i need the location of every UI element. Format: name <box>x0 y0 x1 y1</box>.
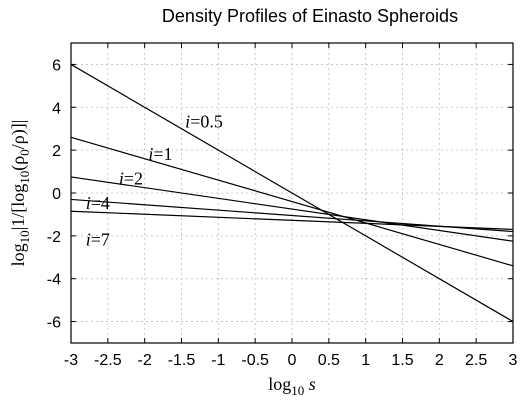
series-label-value: =7 <box>91 230 110 250</box>
x-tick-label: -2 <box>138 352 152 369</box>
x-axis-label-main: log <box>268 374 291 394</box>
x-axis-label: log10 s <box>268 374 316 398</box>
series-label-value: =4 <box>91 193 110 213</box>
x-tick-label: 2 <box>435 352 444 369</box>
x-tick-label: 0.5 <box>318 352 340 369</box>
y-tick-label: -4 <box>47 272 61 289</box>
series-line-i=7 <box>70 210 514 231</box>
x-tick-label: 2.5 <box>465 352 487 369</box>
series-label-i=7: i=7 <box>86 230 110 250</box>
chart-title: Density Profiles of Einasto Spheroids <box>162 6 458 26</box>
series-label-i=2: i=2 <box>119 168 143 188</box>
y-axis-label-part2: |1/[log <box>8 184 28 231</box>
x-tick-label: 1.5 <box>391 352 413 369</box>
x-tick-label: -2.5 <box>94 352 122 369</box>
x-tick-label: -1.5 <box>168 352 196 369</box>
y-axis-label-part4: /ρ)]| <box>8 120 29 150</box>
series-label-i=1: i=1 <box>148 144 172 164</box>
series-label-i=4: i=4 <box>86 193 110 213</box>
y-axis-label-sub2: 10 <box>17 171 32 184</box>
series-label-var: i <box>148 144 153 164</box>
y-axis-label-part1: log <box>8 243 28 266</box>
y-tick-label: 2 <box>52 143 61 160</box>
x-tick-label: -1 <box>211 352 225 369</box>
y-axis-label-part3: (ρ <box>8 156 29 171</box>
series-label-i=0.5: i=0.5 <box>185 112 223 132</box>
y-axis-label: log10|1/[log10(ρ0/ρ)]| <box>8 120 32 267</box>
x-tick-label: 1 <box>361 352 370 369</box>
x-tick-label: 3 <box>509 352 518 369</box>
y-tick-label: 0 <box>52 186 61 203</box>
series-label-var: i <box>86 193 91 213</box>
y-tick-label: -6 <box>47 315 61 332</box>
y-tick-label: 4 <box>52 100 61 117</box>
series-label-var: i <box>185 112 190 132</box>
series-label-value: =2 <box>124 168 143 188</box>
series-label-value: =0.5 <box>190 112 223 132</box>
axis-ticks: -3 -2.5 -2 -1.5 -1 -0.5 0 0.5 1 1.5 2 2.5 3 -6 -4 -2 0 2 4… <box>47 43 518 369</box>
series-line-i=1 <box>70 136 514 267</box>
series-labels: i=0.5i=1i=2i=4i=7 <box>86 112 223 250</box>
y-axis-label-sub1: 10 <box>17 230 32 243</box>
y-tick-label: -2 <box>47 229 61 246</box>
series-label-var: i <box>119 168 124 188</box>
y-axis-label-sub3: 0 <box>17 149 32 156</box>
x-tick-label: -0.5 <box>241 352 269 369</box>
series-line-i=0.5 <box>70 63 514 323</box>
series-label-value: =1 <box>153 144 172 164</box>
x-tick-label: 0 <box>288 352 297 369</box>
x-tick-label: -3 <box>64 352 78 369</box>
series-label-var: i <box>86 230 91 250</box>
x-axis-label-sub: 10 <box>291 383 304 398</box>
y-tick-label: 6 <box>52 57 61 74</box>
series-lines <box>70 63 514 323</box>
series-line-i=2 <box>70 176 514 242</box>
x-axis-label-var: s <box>304 374 316 394</box>
